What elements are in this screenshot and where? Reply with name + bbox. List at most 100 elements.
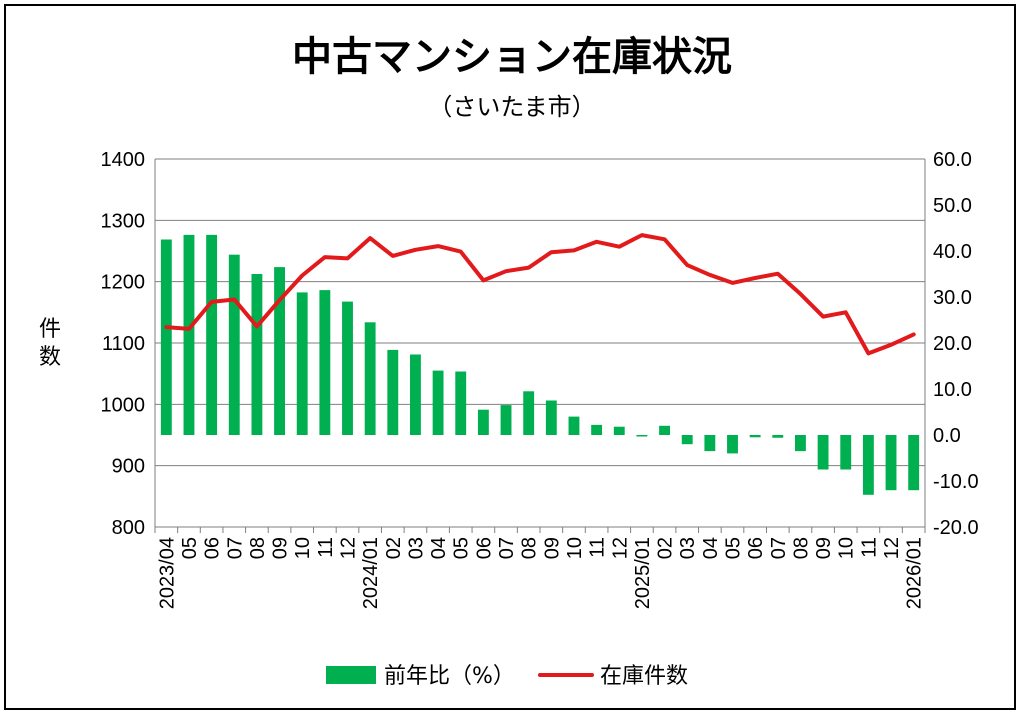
bar	[274, 267, 285, 435]
x-tick-label: 05	[723, 537, 745, 559]
x-tick-label: 06	[202, 537, 224, 559]
bar	[908, 435, 920, 491]
left-axis-ticks: 1400 1300 1200 1100 1000 900 800	[101, 149, 146, 539]
bar	[749, 435, 761, 438]
x-tick-label: 10	[836, 537, 858, 559]
axes	[154, 159, 926, 533]
x-tick-label: 04	[700, 537, 722, 559]
bar	[704, 435, 716, 452]
bar	[862, 435, 874, 495]
x-tick-label: 10	[292, 537, 314, 559]
y-axis-label-char: 件	[39, 317, 61, 342]
bar	[500, 405, 512, 435]
legend: 前年比（%） 在庫件数	[326, 664, 688, 689]
bar	[432, 370, 444, 435]
x-tick-label: 07	[768, 537, 790, 559]
right-tick-label: 0.0	[933, 425, 961, 447]
bar	[659, 425, 670, 435]
x-tick-label: 07	[496, 537, 518, 559]
left-tick-label: 900	[112, 456, 145, 478]
bar	[613, 426, 625, 435]
bar	[885, 435, 897, 491]
x-tick-label: 10	[564, 537, 586, 559]
right-tick-label: 40.0	[933, 241, 972, 263]
bar	[455, 371, 467, 435]
bar	[228, 254, 240, 435]
right-tick-label: 30.0	[933, 287, 972, 309]
bar	[160, 239, 172, 435]
bar	[523, 391, 535, 435]
bar	[591, 424, 603, 435]
x-tick-label: 04	[428, 537, 450, 559]
bar	[636, 435, 648, 437]
legend-bar-swatch	[326, 666, 376, 684]
chart-subtitle: （さいたま市）	[428, 93, 595, 121]
x-tick-label: 08	[247, 537, 269, 559]
bar	[251, 274, 263, 435]
left-tick-label: 1300	[101, 210, 146, 232]
x-tick-label: 11	[315, 537, 337, 558]
right-axis-ticks: 60.0 50.0 40.0 30.0 20.0 10.0 0.0 -10.0 -20.0	[933, 149, 979, 539]
x-tick-label: 2023/04	[156, 537, 178, 609]
right-tick-label: 50.0	[933, 195, 972, 217]
bar	[795, 435, 806, 452]
x-tick-label: 09	[813, 537, 835, 559]
x-tick-label: 2024/01	[360, 537, 382, 609]
bar	[840, 435, 852, 470]
x-tick-label: 02	[383, 537, 405, 559]
x-tick-label: 06	[473, 537, 495, 559]
bar	[545, 400, 557, 435]
x-tick-label: 06	[745, 537, 767, 559]
x-tick-label: 11	[858, 537, 880, 558]
left-tick-label: 1000	[101, 394, 146, 416]
x-tick-label: 02	[655, 537, 677, 559]
right-tick-label: 20.0	[933, 333, 972, 355]
left-tick-label: 800	[112, 517, 145, 539]
x-tick-label: 12	[881, 537, 903, 559]
x-tick-label: 2026/01	[904, 537, 926, 609]
bar	[772, 435, 784, 438]
right-tick-label: 10.0	[933, 379, 972, 401]
x-tick-label: 03	[405, 537, 427, 559]
bar	[342, 301, 353, 435]
x-tick-label: 2025/01	[632, 537, 654, 609]
y-axis-label-char: 数	[39, 345, 61, 370]
bar	[364, 322, 376, 435]
right-tick-label: -20.0	[933, 517, 979, 539]
x-tick-label: 08	[790, 537, 812, 559]
bar-series	[160, 234, 920, 495]
x-tick-label: 09	[541, 537, 563, 559]
x-tick-label: 08	[519, 537, 541, 559]
bar	[727, 435, 738, 454]
bar	[568, 416, 580, 435]
chart-frame	[4, 4, 1016, 710]
bar	[296, 292, 308, 435]
x-tick-label: 12	[338, 537, 360, 559]
y-axis-label: 件数	[39, 317, 61, 370]
left-tick-label: 1200	[101, 272, 146, 294]
bar	[410, 354, 421, 435]
x-tick-label: 05	[451, 537, 473, 559]
x-tick-label: 11	[587, 537, 609, 558]
legend-bar-label: 前年比（%）	[384, 664, 515, 689]
left-tick-label: 1400	[101, 149, 146, 171]
bar	[681, 435, 693, 445]
bar	[387, 349, 399, 435]
right-tick-label: 60.0	[933, 149, 972, 171]
right-tick-label: -10.0	[933, 471, 979, 493]
chart-title: 中古マンション在庫状況	[292, 34, 732, 80]
x-tick-label: 12	[609, 537, 631, 559]
bar	[477, 409, 489, 435]
bar	[817, 435, 829, 470]
x-tick-label: 03	[677, 537, 699, 559]
stock-line	[164, 233, 916, 356]
bar	[206, 234, 218, 435]
gridlines	[155, 158, 925, 528]
left-tick-label: 1100	[102, 333, 145, 355]
x-tick-label: 09	[270, 537, 292, 559]
legend-line-label: 在庫件数	[600, 664, 688, 689]
bar	[183, 234, 195, 435]
bar	[319, 290, 331, 435]
x-tick-label: 07	[224, 537, 246, 559]
